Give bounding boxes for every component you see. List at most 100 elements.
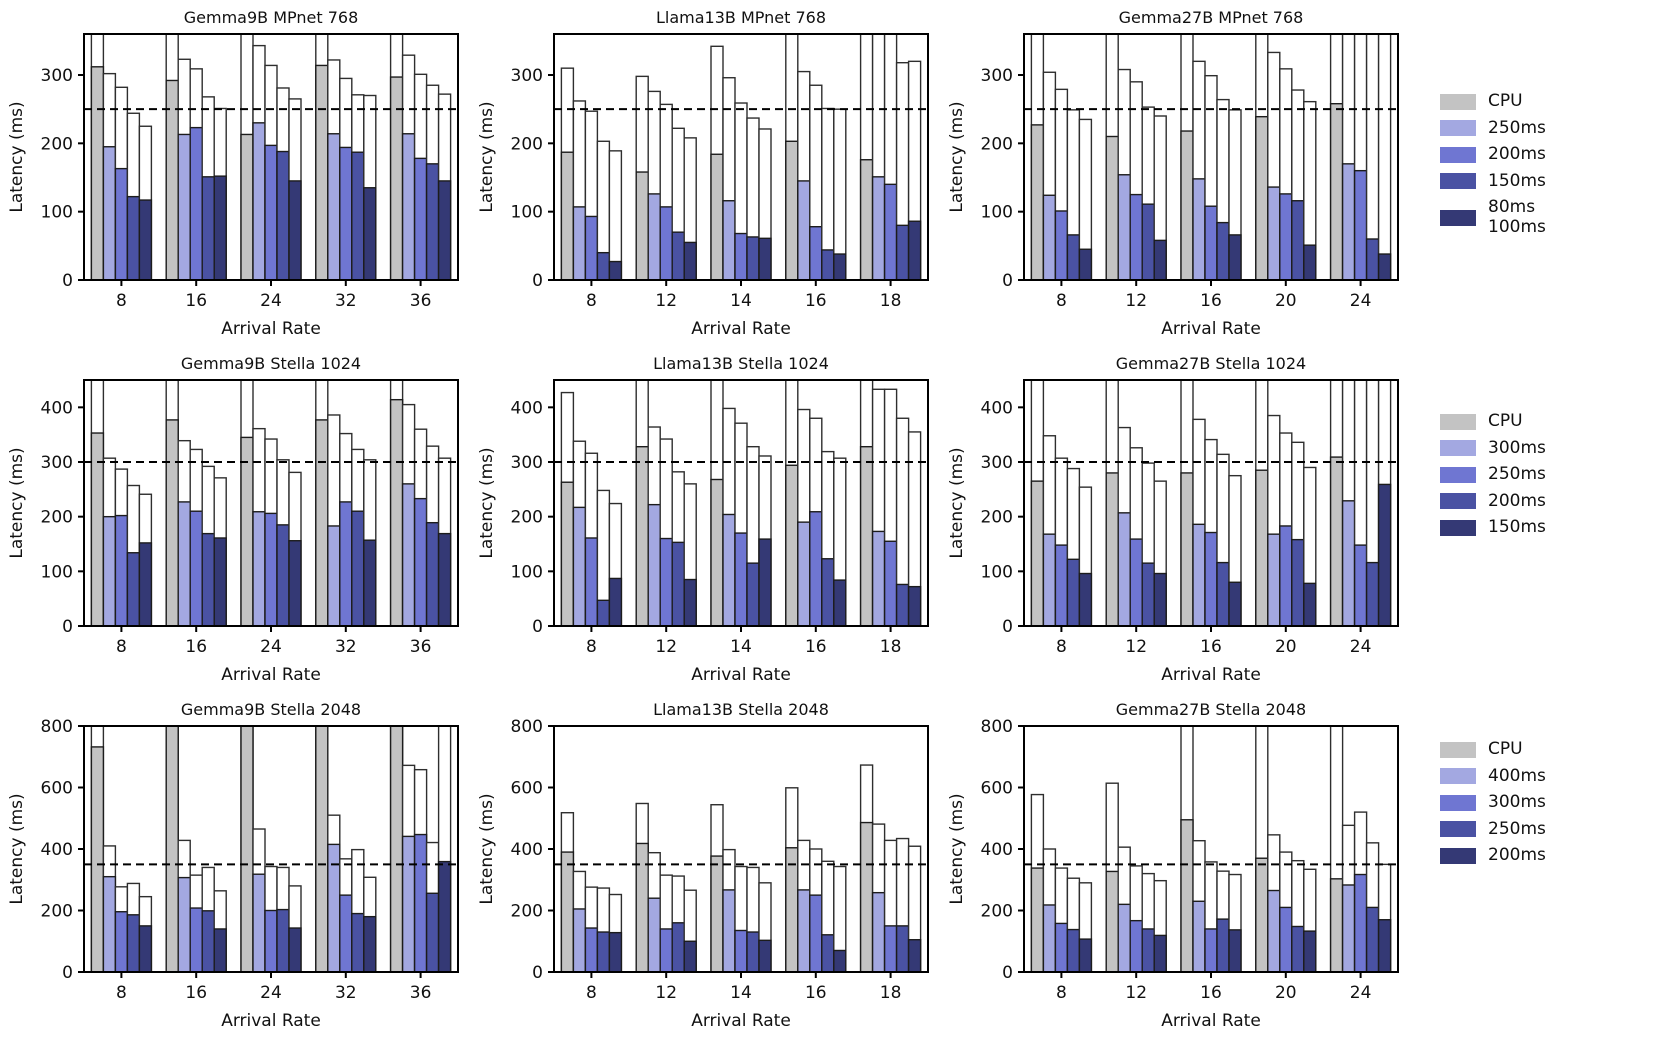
bar-filled-CPU (1255, 857, 1269, 973)
x-tick-label: 18 (880, 637, 902, 657)
bar-filled-250ms (425, 892, 440, 973)
bar-filled-250ms (809, 511, 823, 627)
legend-swatch (1440, 173, 1476, 190)
bar-filled-CPU (710, 855, 724, 973)
bar-filled-200ms (114, 167, 129, 281)
bar-filled-250ms (1279, 525, 1293, 627)
bar-filled-300ms (797, 521, 811, 627)
bar-filled-250ms (797, 180, 811, 281)
x-tick-label: 12 (1125, 291, 1147, 311)
x-tick-label: 32 (335, 291, 357, 311)
x-tick-label: 20 (1275, 637, 1297, 657)
bar-filled-150ms (1365, 238, 1380, 281)
legend-label: CPU (1488, 91, 1523, 111)
y-axis-label: Latency (ms) (477, 447, 497, 558)
bar-filled-80ms/100ms (1153, 239, 1167, 281)
legend-swatch (1440, 821, 1476, 838)
x-tick-label: 20 (1275, 983, 1297, 1003)
x-tick-label: 36 (410, 291, 432, 311)
bar-filled-80ms/100ms (907, 220, 922, 281)
bar-filled-150ms (1153, 572, 1167, 627)
legend-item: 250ms (1440, 819, 1546, 840)
bar-filled-300ms (734, 929, 748, 973)
bar-filled-200ms (413, 157, 428, 281)
bar-filled-250ms (1341, 163, 1356, 281)
x-axis-label: Arrival Rate (221, 319, 321, 339)
y-tick-label: 400 (511, 840, 543, 860)
bar-filled-CPU (560, 481, 575, 627)
bar-filled-250ms (1117, 174, 1131, 281)
legend-swatch (1440, 413, 1476, 430)
y-tick-label: 400 (511, 398, 543, 418)
y-tick-label: 300 (511, 453, 543, 473)
bar-filled-250ms (659, 537, 673, 627)
bar-filled-250ms (276, 908, 290, 973)
bar-filled-250ms (114, 514, 129, 627)
bar-filled-80ms/100ms (288, 180, 302, 281)
legend-swatch (1440, 209, 1476, 226)
bar-filled-250ms (722, 200, 736, 281)
plot-area (90, 726, 452, 973)
bar-filled-CPU (1329, 878, 1344, 973)
legend-item: 300ms (1440, 438, 1546, 459)
bar-filled-150ms (683, 578, 697, 627)
bar-filled-400ms (1341, 884, 1356, 973)
legend-label: 250ms (1488, 117, 1546, 138)
y-tick-label: 200 (511, 134, 543, 154)
y-tick-label: 100 (511, 203, 543, 223)
bar-filled-250ms (351, 912, 365, 973)
plot-area (560, 380, 922, 627)
bar-filled-CPU (859, 159, 874, 281)
legend-item: 150ms (1440, 518, 1546, 538)
bar-filled-CPU (240, 726, 254, 973)
plot-area (1030, 380, 1392, 627)
bar-total-80ms/100ms (1377, 34, 1392, 281)
bar-filled-150ms (608, 577, 623, 627)
bar-filled-250ms (883, 540, 898, 627)
bar-filled-200ms (138, 925, 153, 973)
legend-swatch (1440, 493, 1476, 510)
bar-filled-250ms (126, 914, 141, 973)
subplot-gemma9b-mpnet-768: 0 100 200 300 8 16 24 32 36 Gemma9B MPnet 768 Arri… (0, 0, 470, 346)
legend-item: 400ms (1440, 766, 1546, 787)
subplot-gemma27b-stella-2048: 0 200 400 600 800 8 12 16 20 24 Gemma27B Stella 20… (940, 692, 1410, 1038)
chart-svg: 0 100 200 300 400 8 12 14 16 18 Llama13B Stella 10… (477, 354, 929, 685)
y-tick-label: 100 (981, 562, 1013, 582)
y-tick-label: 300 (41, 453, 73, 473)
bar-filled-250ms (201, 910, 215, 973)
bar-filled-CPU (1329, 456, 1344, 627)
y-axis-label: Latency (ms) (7, 793, 27, 904)
legend-swatch (1440, 768, 1476, 785)
bar-filled-CPU (1105, 135, 1119, 281)
bar-filled-400ms (1267, 889, 1281, 973)
x-tick-label: 8 (1056, 983, 1067, 1003)
bar-filled-CPU (90, 66, 105, 281)
x-tick-label: 16 (805, 291, 827, 311)
bar-filled-250ms (1267, 186, 1281, 281)
bar-filled-CPU (785, 140, 799, 281)
bar-filled-200ms (339, 146, 353, 281)
x-axis-label: Arrival Rate (691, 319, 791, 339)
y-axis-label: Latency (ms) (947, 447, 967, 558)
bar-filled-CPU (1105, 472, 1119, 627)
legend-swatch (1440, 741, 1476, 758)
bar-filled-200ms (126, 552, 141, 627)
legend-label: 200ms (1488, 490, 1546, 511)
bar-filled-CPU (1255, 469, 1269, 627)
bar-filled-CPU (240, 436, 254, 627)
x-tick-label: 32 (335, 637, 357, 657)
chart-svg: 0 200 400 600 800 8 12 14 16 18 Llama13B Stella 20… (477, 700, 929, 1031)
legend-swatch (1440, 466, 1476, 483)
x-tick-label: 36 (410, 637, 432, 657)
bar-filled-200ms (809, 225, 823, 281)
x-tick-label: 18 (880, 983, 902, 1003)
x-tick-label: 12 (1125, 637, 1147, 657)
bar-filled-400ms (647, 897, 661, 973)
bar-filled-CPU (240, 133, 254, 281)
bar-filled-200ms (276, 524, 290, 627)
x-tick-label: 18 (880, 291, 902, 311)
bar-filled-80ms/100ms (1228, 234, 1242, 281)
plot-area (1030, 34, 1392, 281)
bar-filled-300ms (871, 530, 886, 627)
bar-filled-300ms (584, 927, 599, 973)
